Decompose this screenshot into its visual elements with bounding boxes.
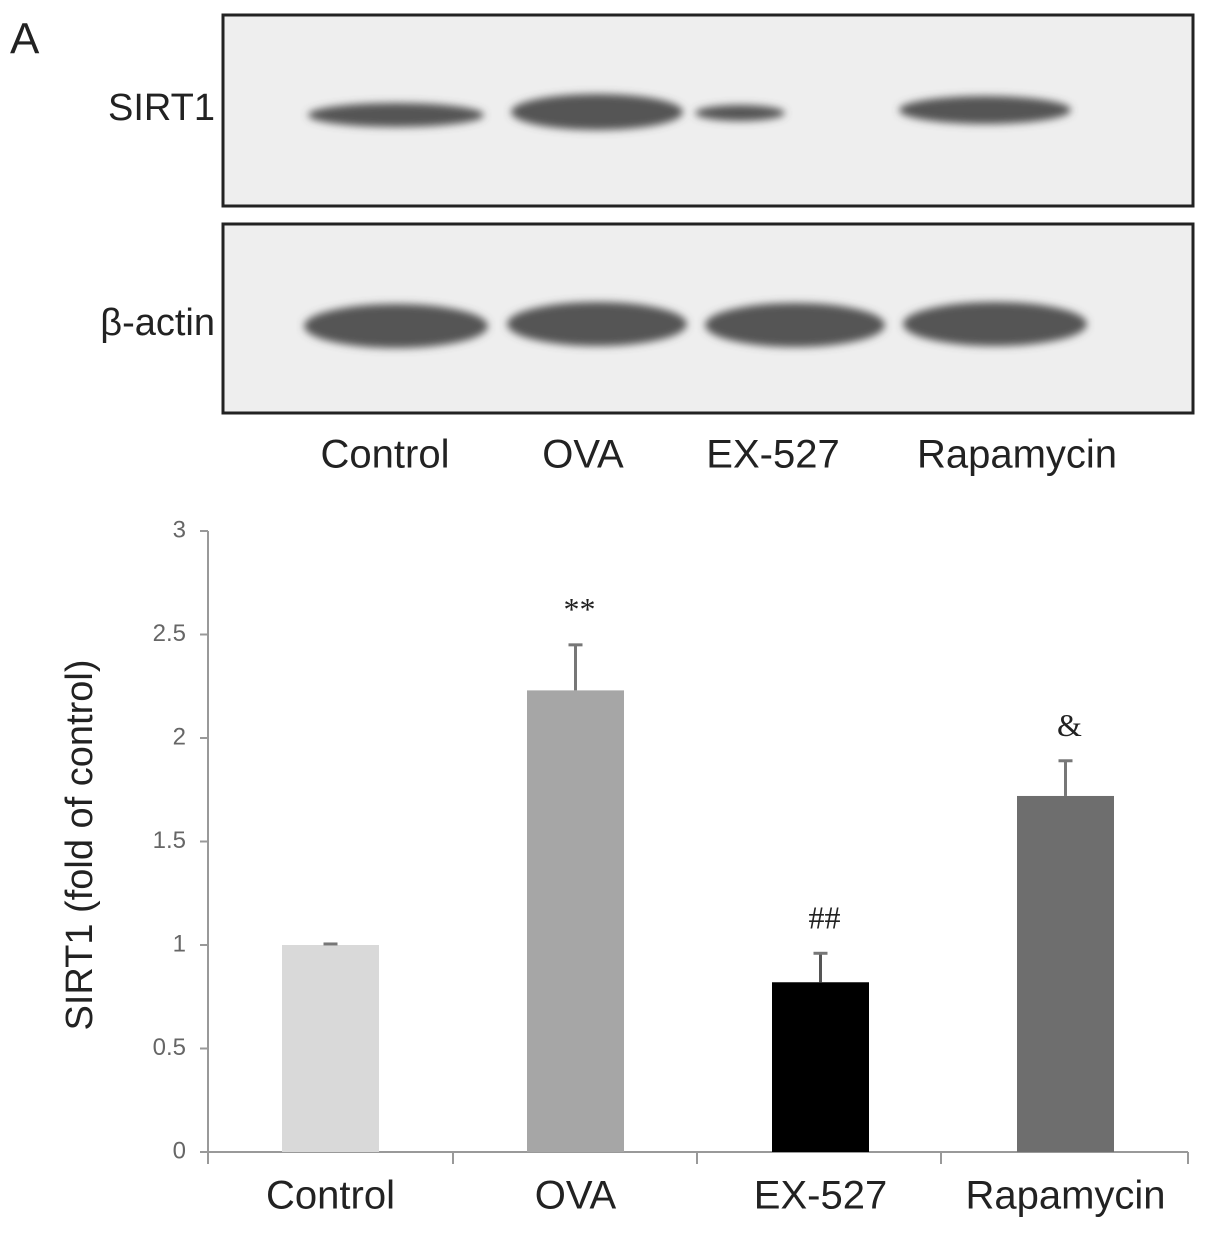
band [308,103,484,127]
band [903,302,1087,346]
y-tick-label: 2 [173,723,186,750]
blot-row-label: SIRT1 [108,87,215,129]
x-tick-label: EX-527 [754,1174,887,1218]
bar [282,945,379,1152]
band [511,94,683,130]
significance-label: ## [809,900,841,936]
y-axis-title: SIRT1 (fold of control) [59,659,101,1030]
x-ticks [207,1152,1189,1164]
lane-label: EX-527 [706,433,839,477]
y-tick-label: 0 [173,1137,186,1164]
lane-label: Rapamycin [917,433,1117,477]
band [705,303,885,347]
y-tick-label: 1 [173,930,186,957]
bar [1017,795,1114,1152]
bands [304,94,1087,348]
lane-label: OVA [542,433,624,477]
panel-label: A [10,15,40,64]
band [304,304,488,348]
y-tick-label: 3 [173,516,186,543]
bar [772,982,869,1152]
significance-label: ** [564,591,596,627]
x-tick-label: OVA [535,1174,617,1218]
band [899,96,1071,124]
lane-label: Control [321,433,450,477]
band [507,302,687,346]
band [695,105,785,121]
y-tick-label: 0.5 [153,1034,186,1061]
bar [527,690,624,1152]
x-tick-label: Control [266,1174,395,1218]
blot-row-label: β-actin [100,302,215,344]
y-tick-label: 1.5 [153,827,186,854]
y-tick-label: 2.5 [153,620,186,647]
x-tick-label: Rapamycin [965,1174,1165,1218]
significance-label: & [1057,707,1082,743]
